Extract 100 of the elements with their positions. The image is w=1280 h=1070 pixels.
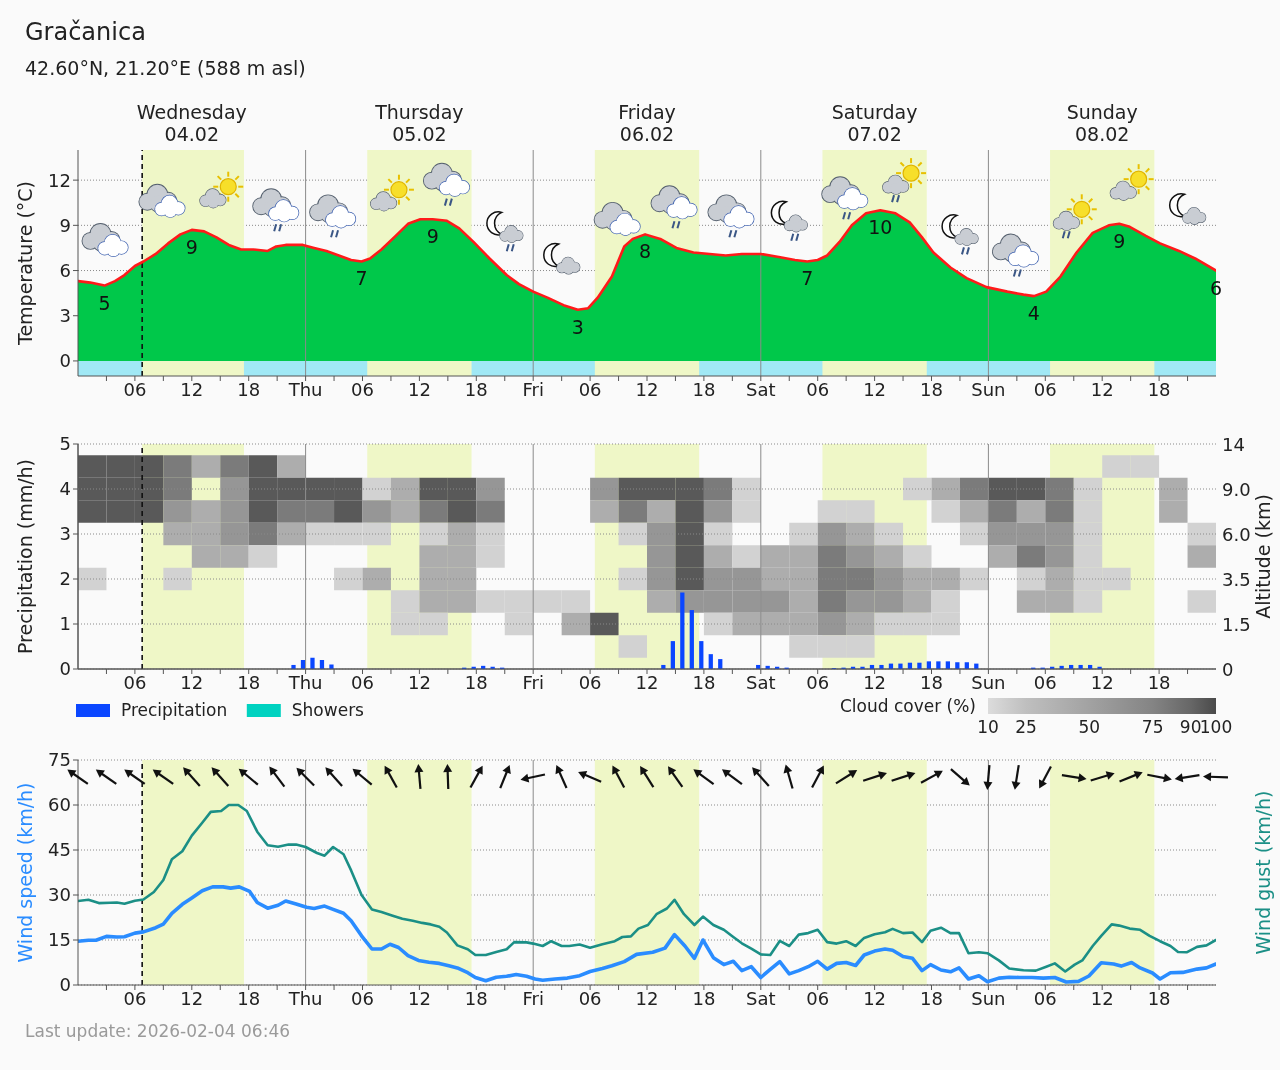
x-tick-label: 18 [464,987,488,1009]
x2-tick-label: Thursday 05.02 [374,101,464,145]
x-tick-label: 18 [692,671,716,693]
x-tick-label: 06 [351,671,374,693]
x-tick-label: 06 [578,987,602,1009]
annotation: 9 [185,235,198,258]
x-tick-label: 18 [920,378,943,400]
y-tick-label: 9 [59,214,71,236]
x-tick-label: 18 [237,671,261,693]
x-tick-label: 18 [1147,671,1171,693]
y-tick-label: 0 [59,350,71,372]
y-tick-label: 0 [59,658,71,680]
x-tick-label: 18 [692,378,716,400]
x-tick-label: Sat [746,671,776,693]
x-tick-label: Fri [522,987,544,1009]
x-tick-label: 06 [123,378,147,400]
legend-label: Precipitation [121,700,228,720]
x-tick-label: Thu [287,987,323,1009]
y-tick-label: 15 [48,929,71,951]
x-tick-label: Fri [522,378,544,400]
x-tick-label: 18 [692,987,716,1009]
x-tick-label: 12 [635,671,659,693]
y-tick-label: 0 [1222,658,1234,680]
x-tick-label: 12 [863,671,887,693]
y-tick-label: 1.5 [1222,613,1251,635]
x2-tick-label: Sunday 08.02 [1066,101,1138,145]
color-bar-title: Cloud cover (%) [839,696,976,716]
y-axis-title: Temperature (°C) [14,181,36,346]
x-tick-label: Sun [971,671,1006,693]
annotation: 9 [426,225,439,248]
y-axis-title: Wind speed (km/h) [14,782,36,963]
annotation: 5 [98,291,111,314]
x-tick-label: 18 [1147,378,1171,400]
x2-tick-label: Saturday 07.02 [831,101,918,145]
y-tick-label: 3 [59,305,71,327]
x-tick-label: 06 [806,671,830,693]
x-tick-label: 06 [123,671,147,693]
color-bar-label: 50 [1078,717,1101,737]
x-tick-label: 12 [180,671,204,693]
x-tick-label: 18 [464,671,488,693]
y-tick-label: 4 [59,478,71,500]
legend-label: Showers [291,700,365,720]
x-tick-label: Thu [287,378,323,400]
x-tick-label: 12 [1090,987,1114,1009]
y-tick-label: 6 [59,259,71,281]
x-tick-label: 06 [123,987,147,1009]
x-tick-label: 12 [635,987,659,1009]
x-tick-label: Thu [287,671,323,693]
x-tick-label: 06 [1033,987,1057,1009]
annotation: 7 [355,267,368,290]
y-tick-label: 60 [48,794,71,816]
x-tick-label: 12 [407,987,431,1009]
x-tick-label: 06 [806,987,830,1009]
y-tick-label: 3 [59,523,71,545]
x-tick-label: 06 [806,378,830,400]
x-tick-label: 12 [863,987,887,1009]
x-tick-label: 12 [863,378,887,400]
x-tick-label: 18 [464,378,488,400]
x-tick-label: 12 [1090,671,1114,693]
x-tick-label: 12 [407,671,431,693]
x-tick-label: 06 [578,671,602,693]
annotation: 10 [868,216,893,239]
annotation: 7 [801,267,814,290]
chart-subtitle: 42.60°N, 21.20°E (588 m asl) [25,57,306,79]
y-axis-title: Altitude (km) [1252,494,1274,619]
x-tick-label: 06 [351,987,374,1009]
y-tick-label: 3.5 [1222,568,1251,590]
x2-tick-label: Wednesday 04.02 [136,101,247,145]
y-tick-label: 75 [48,749,71,771]
y-tick-label: 2 [59,568,71,590]
annotation: 3 [571,315,584,338]
annotation: 4 [1027,302,1040,325]
y-tick-label: 12 [48,169,71,191]
x-tick-label: 12 [635,378,659,400]
y-tick-label: 6.0 [1222,523,1251,545]
x-tick-label: Fri [522,671,544,693]
y-axis-title: Precipitation (mm/h) [14,458,36,655]
x-tick-label: 12 [407,378,431,400]
x-tick-label: 18 [237,378,261,400]
x-tick-label: 18 [920,671,943,693]
annotation: 8 [639,240,652,263]
text: Last update: 2026-02-04 06:46 [25,1021,291,1041]
annotation: 9 [1113,229,1126,252]
y-tick-label: 45 [48,839,71,861]
y-tick-label: 30 [48,884,71,906]
x-tick-label: 18 [920,987,943,1009]
x-tick-label: 06 [1033,378,1057,400]
x-tick-label: Sat [746,987,776,1009]
x-tick-label: 18 [237,987,261,1009]
x-tick-label: 06 [351,378,374,400]
y2-axis-title: Wind gust (km/h) [1252,790,1274,955]
y-tick-label: 1 [59,613,71,635]
y-tick-label: 9.0 [1222,478,1251,500]
x-tick-label: Sun [971,378,1006,400]
y-tick-label: 14 [1222,433,1245,455]
x-tick-label: 12 [1090,378,1114,400]
color-bar-label: 90 [1179,717,1202,737]
x-tick-label: 18 [1147,987,1171,1009]
y-tick-label: 0 [59,974,71,996]
color-bar-label: 25 [1015,717,1037,737]
